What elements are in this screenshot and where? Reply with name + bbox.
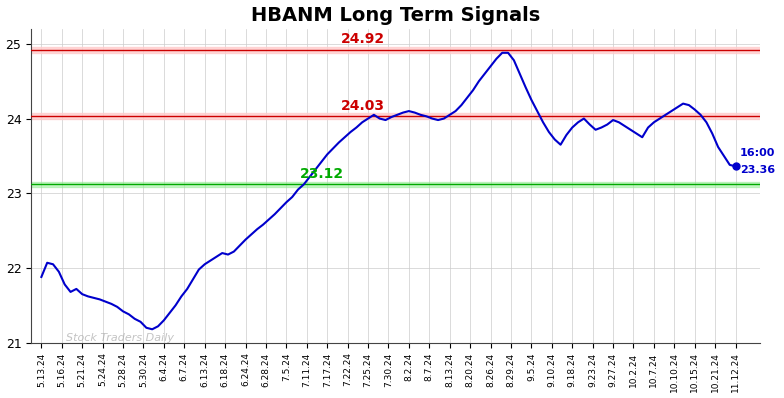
- Bar: [31, 113, 760, 119]
- Text: Stock Traders Daily: Stock Traders Daily: [66, 333, 174, 343]
- Text: 24.92: 24.92: [341, 32, 385, 46]
- Bar: [31, 47, 760, 53]
- Text: 24.03: 24.03: [341, 100, 385, 113]
- Bar: [31, 182, 760, 187]
- Text: 16:00: 16:00: [739, 148, 775, 158]
- Text: 23.12: 23.12: [300, 167, 344, 181]
- Title: HBANM Long Term Signals: HBANM Long Term Signals: [251, 6, 540, 25]
- Text: 23.36: 23.36: [739, 165, 775, 175]
